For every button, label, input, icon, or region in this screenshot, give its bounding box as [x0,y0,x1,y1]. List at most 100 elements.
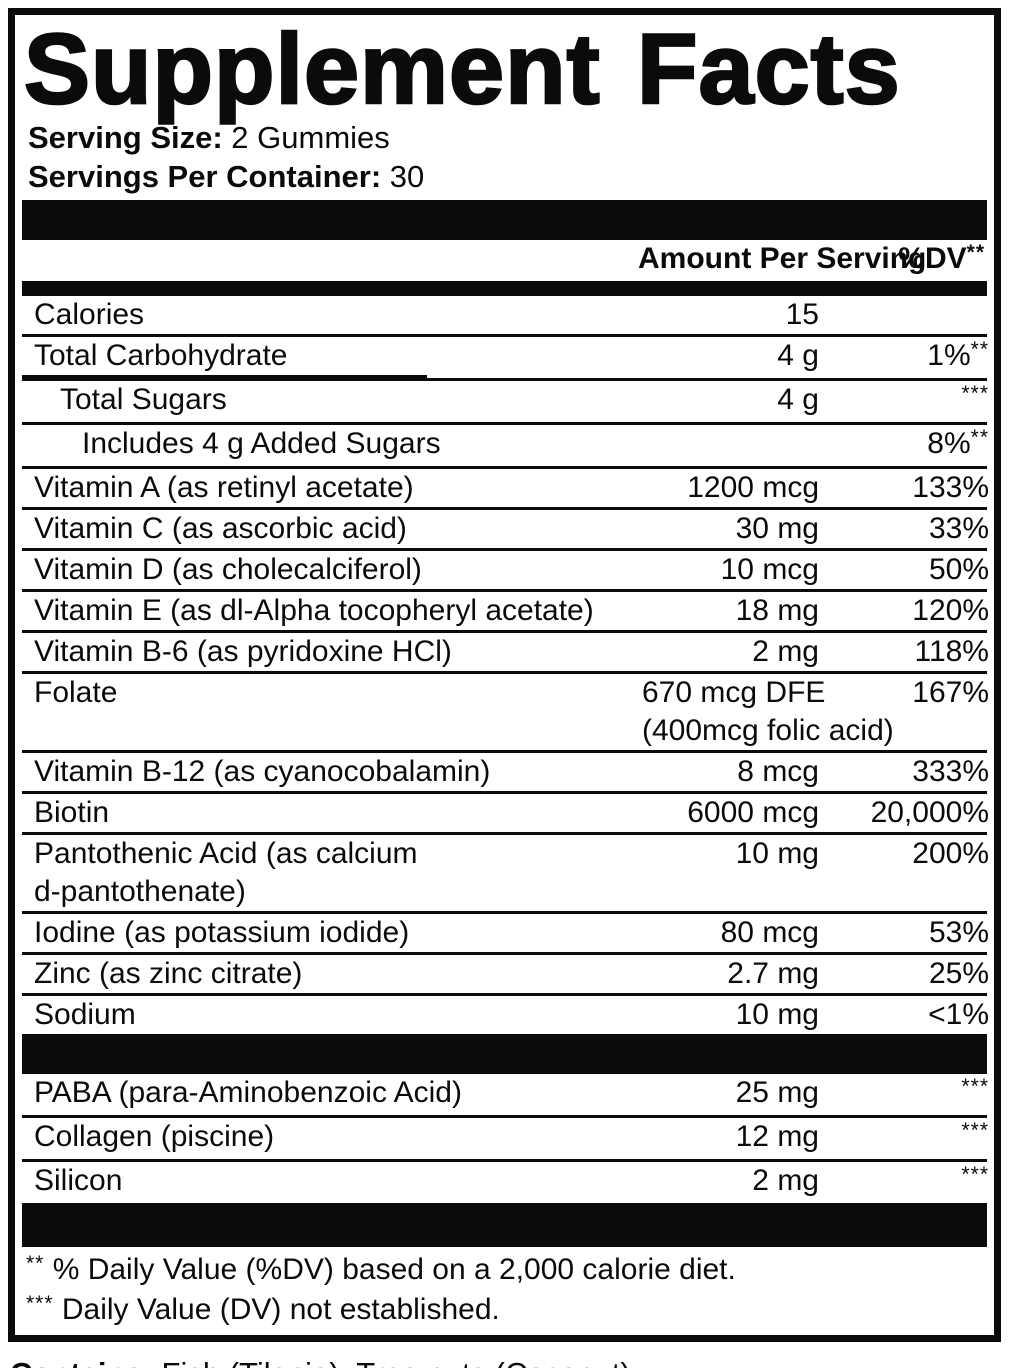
nutrient-dv: *** [819,1074,991,1115]
divider-bar-top [22,200,987,241]
nutrient-name-line1: PABA (para-Aminobenzoic Acid) [34,1076,462,1110]
nutrient-amount-line1: 10 mg [735,998,819,1032]
dv-header-mark: ** [966,241,985,265]
nutrient-amount: 4 g [642,381,819,422]
nutrient-amount: 18 mg [642,592,819,630]
nutrient-name-line1: Total Carbohydrate [34,339,288,373]
contains-label: Contains: [10,1356,153,1368]
nutrient-dv-value: 333% [912,755,989,789]
nutrient-amount: 10 mg [642,835,819,911]
nutrient-name: Biotin [22,794,642,832]
nutrient-dv-mark: *** [961,1075,989,1099]
nutrient-dv: 1%** [819,337,991,378]
nutrient-dv: 118% [819,633,991,671]
column-header-amount: Amount Per Serving [638,242,927,276]
nutrient-dv [819,296,991,334]
servings-per-container-label: Servings Per Container: [28,159,382,195]
nutrient-dv-value: 133% [912,471,989,505]
nutrient-amount: 80 mcg [642,914,819,952]
nutrient-dv-mark: *** [961,1163,989,1187]
nutrient-dv-value: 200% [912,837,989,871]
nutrient-dv-value: 33% [928,512,989,546]
nutrient-row: Calories 15 [22,296,987,338]
nutrient-amount-line1: 80 mcg [720,916,819,950]
nutrient-name-line1: Includes 4 g Added Sugars [82,427,441,461]
nutrient-name: Includes 4 g Added Sugars [22,425,642,466]
nutrient-dv-value: 50% [928,553,989,587]
nutrient-amount: 6000 mcg [642,794,819,832]
nutrient-name: Total Carbohydrate [22,337,642,378]
nutrient-row: Includes 4 g Added Sugars 8%** [22,425,988,470]
nutrient-dv: 200% [819,835,991,911]
nutrient-amount: 670 mcg DFE (400mcg folic acid) [642,674,894,750]
divider-bar-header [22,281,987,297]
nutrient-dv-value: 167% [912,676,989,710]
nutrient-amount-line1: 670 mcg DFE [642,676,826,710]
nutrient-dv: *** [819,1118,991,1159]
footnote-not-established: *** Daily Value (DV) not established. [22,1291,987,1331]
nutrient-dv: 25% [819,955,991,993]
nutrient-amount: 15 [642,296,819,334]
nutrient-row: Total Carbohydrate 4 g 1%** [22,337,988,382]
dv-header-text: %DV [898,242,967,276]
nutrient-name-line1: Calories [34,298,145,332]
nutrient-name-line1: Folate [34,676,118,710]
nutrient-rows: Calories 15 Total Carbohydrate 4 g 1%** … [22,296,989,1034]
footnote-daily-value: ** % Daily Value (%DV) based on a 2,000 … [22,1251,987,1291]
nutrient-name: Zinc (as zinc citrate) [22,955,642,993]
nutrient-name: Pantothenic Acid (as calcium d-pantothen… [22,835,642,911]
nutrient-name-line1: Pantothenic Acid (as calcium [34,837,418,871]
nutrient-dv: 8%** [819,425,991,466]
footnote-text: % Daily Value (%DV) based on a 2,000 cal… [44,1253,736,1287]
nutrient-dv-mark: *** [961,1119,989,1143]
column-header-spacer [22,240,638,281]
nutrient-amount [642,425,819,466]
allergen-contains-line: Contains: Fish (Tilapia), Tree nuts (Coc… [10,1355,1001,1368]
nutrient-row: PABA (para-Aminobenzoic Acid) 25 mg *** [22,1074,988,1119]
nutrient-name-line1: Iodine (as potassium iodide) [34,916,410,950]
nutrient-dv: 333% [819,753,991,791]
nutrient-name-line1: Biotin [34,796,110,830]
nutrient-dv-value: 1% [927,339,971,373]
nutrient-dv-value: <1% [928,998,989,1032]
nutrient-name-line1: Sodium [34,998,136,1032]
nutrient-amount-line1: 2 mg [752,1164,819,1198]
serving-size-label: Serving Size: [28,120,223,156]
serving-size-value: 2 Gummies [222,120,390,156]
nutrient-amount-line1: 18 mg [735,594,819,628]
serving-size-line: Serving Size: 2 Gummies [22,118,987,157]
nutrient-dv-mark: ** [970,426,989,450]
nutrient-amount: 30 mg [642,510,819,548]
nutrient-name: Folate [22,674,642,750]
nutrient-name-line1: Total Sugars [60,383,227,417]
servings-per-container-line: Servings Per Container: 30 [22,157,987,196]
nutrient-row: Zinc (as zinc citrate) 2.7 mg 25% [22,955,989,997]
nutrient-row: Vitamin B-12 (as cyanocobalamin) 8 mcg 3… [22,753,989,795]
divider-bar-middle [22,1034,987,1075]
nutrient-amount-line1: 25 mg [735,1076,819,1110]
nutrient-dv: 50% [819,551,991,589]
nutrient-dv: 33% [819,510,991,548]
nutrient-amount-line1: 12 mg [735,1120,819,1154]
nutrient-row: Vitamin B-6 (as pyridoxine HCl) 2 mg 118… [22,633,989,675]
nutrient-row: Total Sugars 4 g *** [22,381,989,426]
nutrient-name: Total Sugars [22,381,642,422]
nutrient-amount-line1: 10 mcg [720,553,819,587]
nutrient-name-line1: Vitamin B-12 (as cyanocobalamin) [34,755,491,789]
nutrient-row: Vitamin C (as ascorbic acid) 30 mg 33% [22,510,989,552]
nutrient-row: Vitamin D (as cholecalciferol) 10 mcg 50… [22,551,989,593]
nutrient-amount: 2 mg [642,633,819,671]
nutrient-dv: 120% [819,592,991,630]
footnotes: ** % Daily Value (%DV) based on a 2,000 … [22,1251,987,1331]
nutrient-name-line1: Vitamin E (as dl-Alpha tocopheryl acetat… [34,594,594,628]
nutrient-name-line1: Vitamin D (as cholecalciferol) [34,553,422,587]
nutrient-amount-line1: 2.7 mg [727,957,819,991]
nutrient-dv-mark: *** [961,382,989,406]
nutrient-name: Silicon [22,1162,642,1203]
nutrient-dv: 53% [819,914,991,952]
nutrient-amount: 12 mg [642,1118,819,1159]
nutrient-dv: <1% [819,996,991,1034]
nutrient-dv-value: 8% [927,427,971,461]
nutrient-amount-line1: 10 mg [735,837,819,871]
footnote-text: Daily Value (DV) not established. [53,1293,500,1327]
